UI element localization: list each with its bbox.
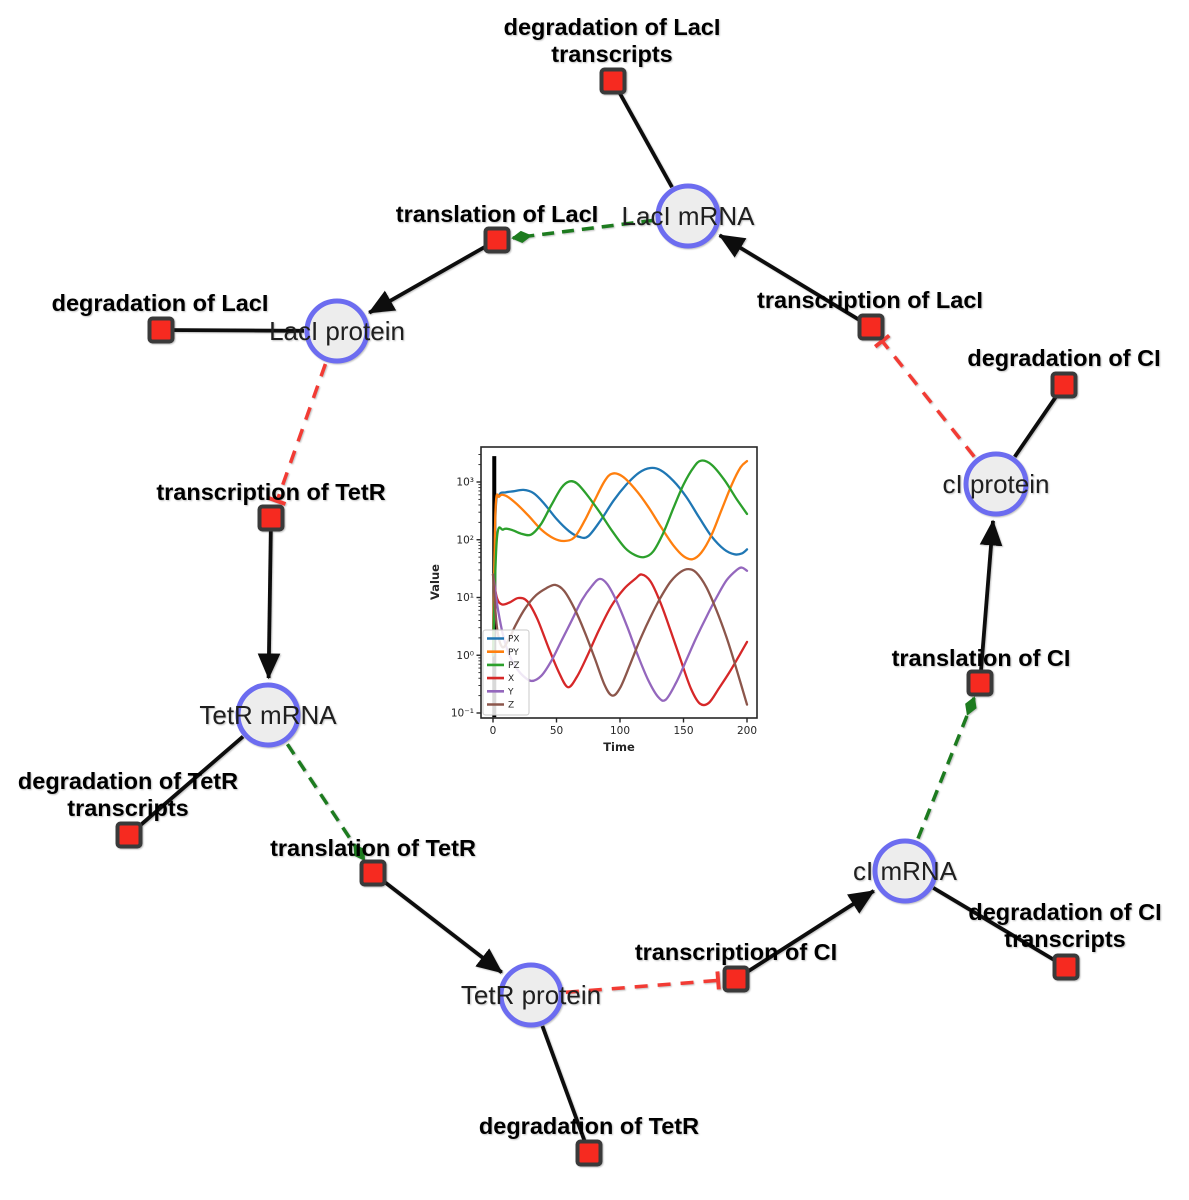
chart-curve-X bbox=[491, 573, 749, 707]
legend-box bbox=[482, 629, 530, 716]
reaction-label-tl_ci: translation of CI bbox=[892, 645, 1071, 671]
y-tick-label: 10⁻¹ bbox=[451, 708, 474, 720]
reaction-node-deg_ci_tr bbox=[1052, 953, 1080, 981]
chart-canvas: 10⁻¹ 10⁰ 10¹ 10² 10³ 0 50 100 150 200 Ti… bbox=[425, 438, 770, 760]
edge-tl_tetr-tetr_protein bbox=[371, 871, 503, 974]
species-label-laci_protein: LacI protein bbox=[269, 316, 405, 346]
species-node-ci_protein bbox=[963, 451, 1029, 517]
chart-curve-PY bbox=[491, 459, 749, 657]
legend-label-x: X bbox=[508, 674, 514, 684]
chart-plot-area bbox=[425, 438, 770, 760]
reaction-label-deg_tetr: degradation of TetR bbox=[479, 1113, 699, 1139]
edge-laci_protein-tx_tetr bbox=[267, 363, 328, 506]
reaction-label-deg_laci_tr: degradation of LacI bbox=[504, 14, 721, 40]
species-node-laci_protein bbox=[304, 298, 370, 364]
reaction-label-tl_tetr: translation of TetR bbox=[270, 835, 476, 861]
x-tick-label: 50 bbox=[550, 725, 563, 737]
reaction-node-tx_laci bbox=[857, 313, 885, 341]
edge-tx_tetr-tetr_mrna bbox=[257, 517, 281, 680]
reaction-node-tx_tetr bbox=[257, 504, 285, 532]
reaction-label-deg_ci: degradation of CI bbox=[967, 345, 1160, 371]
chart-frame bbox=[480, 446, 758, 719]
species-label-laci_mrna: LacI mRNA bbox=[622, 201, 756, 231]
reaction-node-deg_tetr bbox=[575, 1139, 603, 1167]
legend-label-z: Z bbox=[508, 701, 514, 711]
chart-curve-PX bbox=[491, 466, 749, 657]
x-tick-label: 100 bbox=[610, 725, 630, 737]
edge-ci_protein-tx_laci bbox=[873, 333, 976, 458]
y-tick-label: 10¹ bbox=[456, 592, 474, 604]
y-axis-label: Value bbox=[428, 564, 442, 600]
species-node-tetr_mrna bbox=[235, 682, 301, 748]
legend-label-px: PX bbox=[508, 635, 520, 645]
reaction-label-deg_laci: degradation of LacI bbox=[52, 290, 269, 316]
labels-layer: degradation of LacItranscriptstranslatio… bbox=[18, 14, 1162, 1139]
edge-ci_mrna-deg_ci_tr bbox=[932, 886, 1067, 969]
edge-tx_laci-laci_mrna bbox=[718, 233, 872, 329]
reaction-label-deg_ci_tr: degradation of CI bbox=[968, 899, 1161, 925]
edge-tl_laci-laci_protein bbox=[368, 238, 498, 315]
edge-tetr_mrna-deg_tetr_tr bbox=[127, 735, 245, 837]
reaction-label-tl_laci: translation of LacI bbox=[396, 201, 598, 227]
reaction-nodes-layer bbox=[115, 67, 1080, 1167]
reaction-node-deg_laci bbox=[147, 316, 175, 344]
species-node-tetr_protein bbox=[498, 962, 564, 1028]
reaction-node-tl_ci bbox=[966, 669, 994, 697]
reaction-node-deg_tetr_tr bbox=[115, 821, 143, 849]
chart-curve-PZ bbox=[491, 459, 749, 657]
chart-curve-Z bbox=[491, 567, 749, 706]
chart-background bbox=[425, 438, 770, 760]
simulation-inset-chart: 10⁻¹ 10⁰ 10¹ 10² 10³ 0 50 100 150 200 Ti… bbox=[425, 438, 770, 760]
y-tick-label: 10³ bbox=[456, 477, 474, 489]
y-tick-label: 10² bbox=[456, 534, 474, 546]
species-label-ci_mrna: cI mRNA bbox=[853, 856, 958, 886]
species-label-tetr_protein: TetR protein bbox=[461, 980, 601, 1010]
reaction-label-deg_tetr_tr: degradation of TetR bbox=[18, 768, 238, 794]
edge-tx_ci-ci_mrna bbox=[734, 889, 875, 981]
y-tick-label: 10⁰ bbox=[456, 650, 474, 662]
reaction-label-tx_tetr: transcription of TetR bbox=[156, 479, 385, 505]
reaction-label-deg_ci_tr: transcripts bbox=[1004, 926, 1125, 952]
reaction-label-tx_ci: transcription of CI bbox=[635, 939, 837, 965]
species-label-tetr_mrna: TetR mRNA bbox=[199, 700, 337, 730]
edge-tetr_protein-deg_tetr bbox=[540, 1025, 591, 1154]
species-node-laci_mrna bbox=[655, 183, 721, 249]
reaction-node-deg_laci_tr bbox=[599, 67, 627, 95]
reaction-label-tx_laci: transcription of LacI bbox=[757, 287, 983, 313]
edge-laci_mrna-tl_laci bbox=[511, 218, 654, 243]
x-axis-label: Time bbox=[603, 740, 635, 754]
x-tick-label: 150 bbox=[673, 725, 693, 737]
x-tick-label: 200 bbox=[737, 725, 757, 737]
reaction-label-deg_laci_tr: transcripts bbox=[551, 41, 672, 67]
legend-label-pz: PZ bbox=[508, 661, 520, 671]
legend-label-py: PY bbox=[508, 648, 519, 658]
reaction-node-tx_ci bbox=[722, 965, 750, 993]
edge-laci_mrna-deg_laci_tr bbox=[611, 80, 674, 189]
edge-laci_protein-deg_laci bbox=[160, 328, 305, 333]
edge-ci_mrna-tl_ci bbox=[916, 696, 977, 840]
legend-label-y: Y bbox=[507, 687, 514, 697]
species-node-ci_mrna bbox=[872, 838, 938, 904]
x-tick-label: 0 bbox=[490, 725, 497, 737]
species-label-ci_protein: cI protein bbox=[943, 469, 1050, 499]
reaction-node-tl_tetr bbox=[359, 859, 387, 887]
edge-tetr_mrna-tl_tetr bbox=[285, 743, 366, 862]
edges-layer bbox=[127, 80, 1067, 1154]
reaction-node-tl_laci bbox=[483, 226, 511, 254]
reaction-label-deg_tetr_tr: transcripts bbox=[67, 795, 188, 821]
edge-tl_ci-ci_protein bbox=[978, 519, 1003, 684]
reaction-node-deg_ci bbox=[1050, 371, 1078, 399]
species-nodes-layer bbox=[235, 183, 1029, 1028]
edge-tetr_protein-tx_ci bbox=[565, 971, 721, 995]
